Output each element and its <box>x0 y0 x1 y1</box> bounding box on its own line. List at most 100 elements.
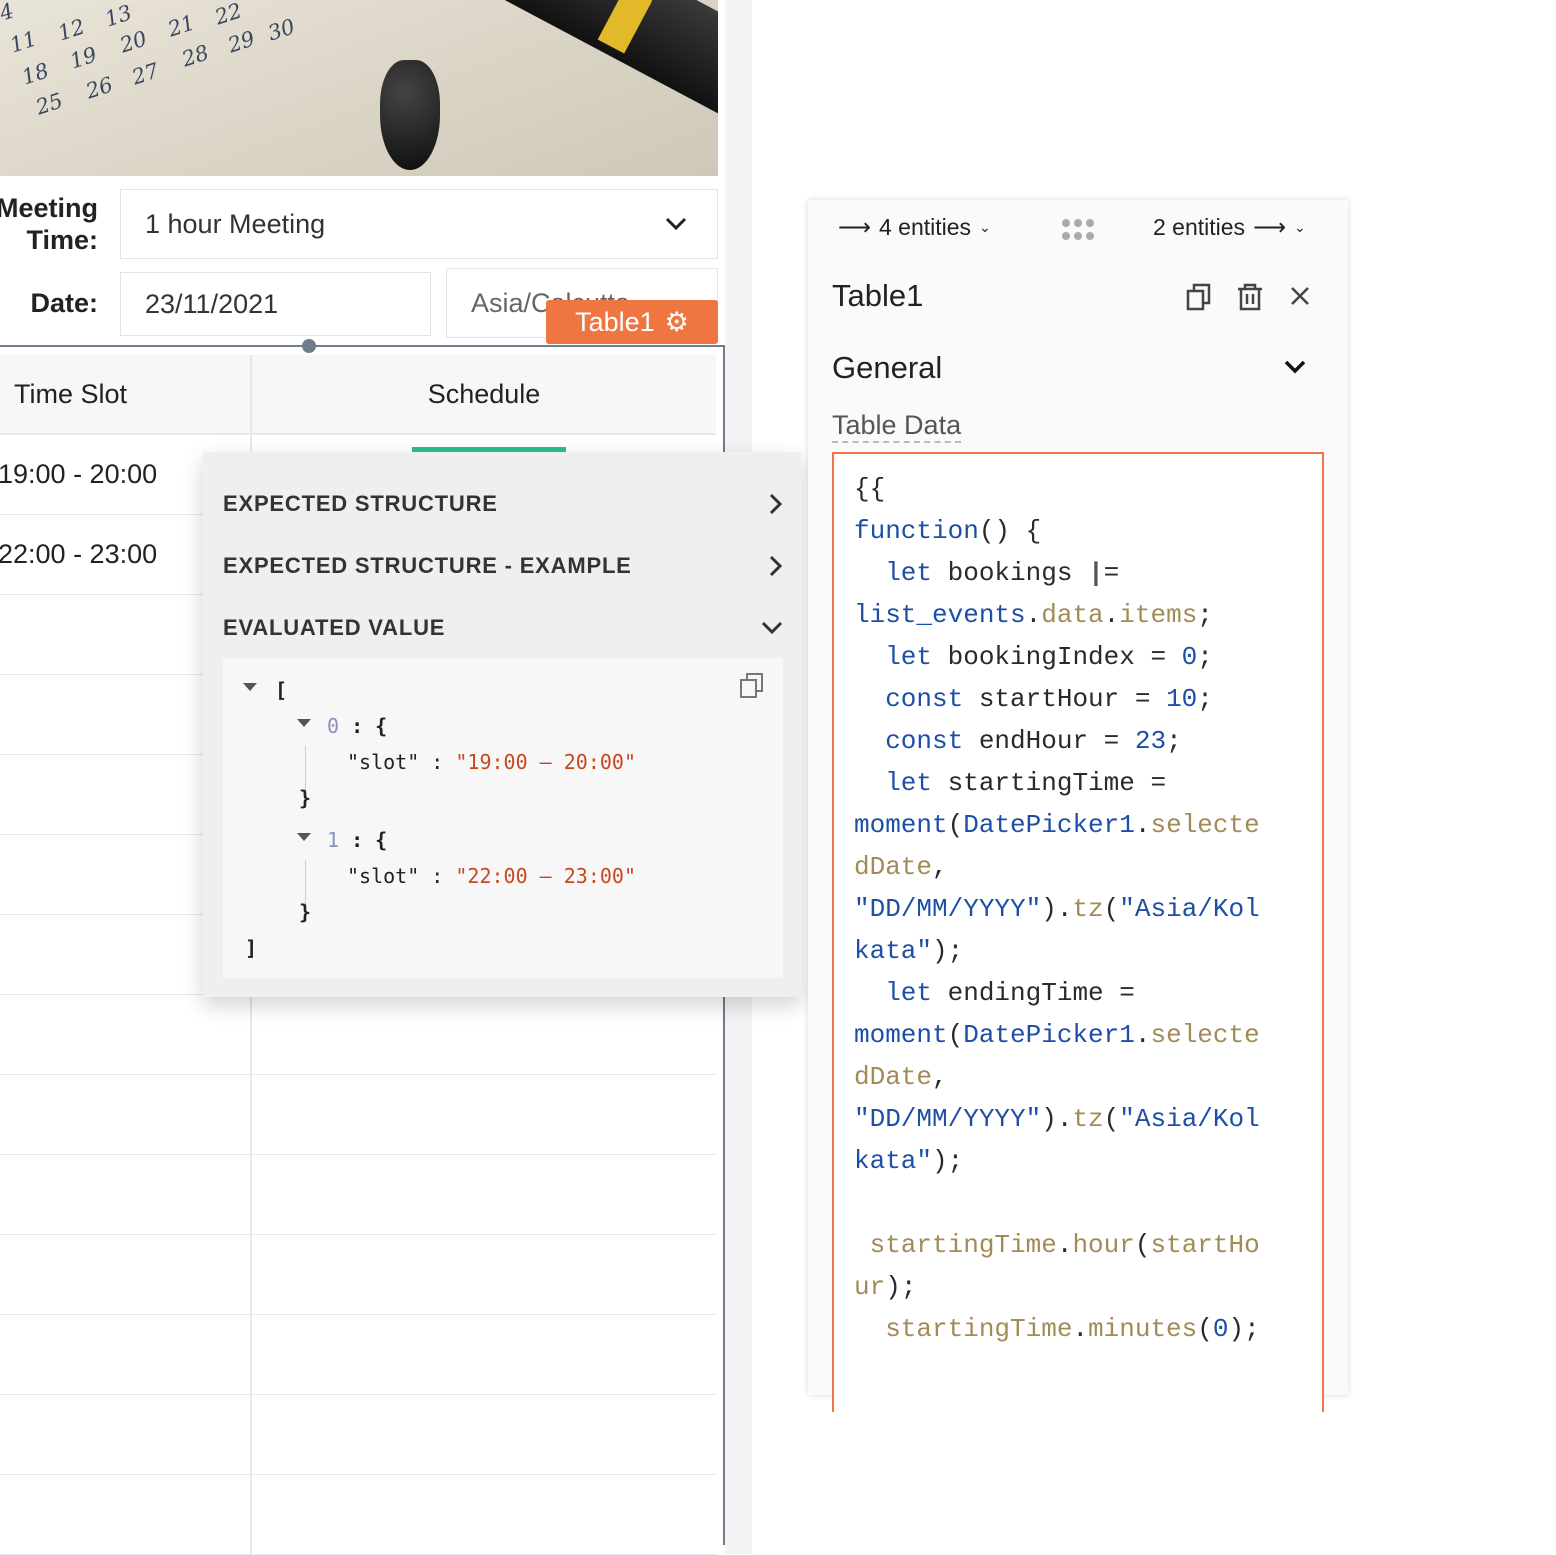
code-token: DatePicker1 <box>963 1020 1135 1050</box>
code-token: . <box>1134 1020 1151 1050</box>
code-token: moment <box>854 810 948 840</box>
table-row[interactable] <box>0 1395 716 1475</box>
outgoing-entities-dropdown[interactable]: 2 entities ⟶ ⌄ <box>1153 214 1306 241</box>
meeting-time-select[interactable]: 1 hour Meeting <box>120 189 718 259</box>
section-general[interactable]: General <box>832 350 943 385</box>
code-token: moment <box>854 1020 948 1050</box>
chevron-down-icon <box>665 217 687 231</box>
resize-handle[interactable] <box>302 339 316 353</box>
property-pane: ⟶ 4 entities ⌄ 2 entities ⟶ ⌄ Table1 General… <box>808 200 1348 1412</box>
table-data-code-editor[interactable]: {{function() { let bookings |= list_event… <box>832 452 1324 1412</box>
date-picker[interactable]: 23/11/2021 <box>120 272 431 336</box>
code-token: 10 <box>1166 684 1198 714</box>
section-expected-structure[interactable]: EXPECTED STRUCTURE <box>223 474 783 534</box>
code-token: startHo <box>1150 1230 1260 1260</box>
column-header-time-slot[interactable]: Time Slot <box>14 378 128 409</box>
calendar-number: 30 <box>264 14 298 46</box>
code-line: const endHour = 23; <box>854 726 1182 756</box>
arrow-right-icon: ⟶ <box>1253 214 1287 240</box>
json-bracket: [ <box>275 678 288 702</box>
code-token: const <box>854 684 979 714</box>
calendar-number: 21 <box>164 10 198 42</box>
code-token: () { <box>978 516 1042 546</box>
copy-icon[interactable] <box>1186 282 1212 312</box>
section-expected-structure-example[interactable]: EXPECTED STRUCTURE - EXAMPLE <box>223 536 783 596</box>
calendar-number: 27 <box>128 58 162 90</box>
close-icon[interactable] <box>1290 286 1310 306</box>
cell-schedule <box>250 1155 716 1234</box>
json-brace: } <box>299 900 312 924</box>
trash-icon[interactable] <box>1236 282 1264 312</box>
select-value: 1 hour Meeting <box>145 208 326 239</box>
code-token: {{ <box>854 474 886 504</box>
table-row[interactable] <box>0 1475 716 1555</box>
section-label: EVALUATED VALUE <box>223 615 446 640</box>
code-token: 23 <box>1134 726 1167 756</box>
copy-icon[interactable] <box>739 672 765 700</box>
code-token: bookings <box>947 558 1089 588</box>
column-header-schedule[interactable]: Schedule <box>250 355 716 433</box>
chevron-down-icon[interactable] <box>1284 360 1306 374</box>
code-token: . <box>1134 810 1151 840</box>
json-key: "slot" <box>347 864 420 888</box>
code-token: let <box>854 558 948 588</box>
code-token: selecte <box>1150 810 1260 840</box>
code-line: "DD/MM/YYYY").tz("Asia/Kol <box>854 1104 1260 1134</box>
code-token: "Asia/Kol <box>1119 894 1260 924</box>
code-token: DatePicker1 <box>963 810 1135 840</box>
table-row[interactable] <box>0 1235 716 1315</box>
table-row[interactable] <box>0 1075 716 1155</box>
code-token: list_events <box>854 600 1026 630</box>
json-key: "slot" <box>347 750 420 774</box>
table-row[interactable] <box>0 995 716 1075</box>
code-token: startingTime = <box>947 768 1167 798</box>
code-token: = <box>1103 558 1120 588</box>
table-row[interactable] <box>0 1155 716 1235</box>
json-brace: } <box>299 786 312 810</box>
calendar-number: 11 <box>6 26 40 58</box>
code-token: ; <box>1197 642 1213 672</box>
header-image: 4 11 12 13 21 22 18 19 20 28 29 30 25 26 27 <box>0 0 718 176</box>
incoming-entities-dropdown[interactable]: ⟶ 4 entities ⌄ <box>838 214 991 241</box>
code-line: let endingTime = <box>854 978 1135 1008</box>
code-token: startHour = <box>978 684 1167 714</box>
code-line: let startingTime = <box>854 768 1166 798</box>
code-token: endingTime = <box>947 978 1135 1008</box>
code-line: startingTime.minutes(0); <box>854 1314 1260 1344</box>
drag-handle-icon[interactable] <box>1060 218 1096 242</box>
table-header: Time Slot Schedule <box>0 355 716 435</box>
collapse-toggle[interactable] <box>297 833 311 841</box>
json-brace: : { <box>351 714 388 738</box>
code-token: ); <box>932 1146 964 1176</box>
calendar-number: 25 <box>32 88 66 120</box>
cell-schedule <box>250 1395 716 1474</box>
gear-icon: ⚙ <box>664 306 689 337</box>
code-token: ). <box>1041 1104 1073 1134</box>
code-token: ( <box>1103 1104 1120 1134</box>
code-token: let <box>854 768 948 798</box>
code-token: ). <box>1041 894 1073 924</box>
table-widget[interactable]: Time Slot Schedule 19:00 - 20:00 22:00 - … <box>0 339 725 1555</box>
code-token: const <box>854 726 979 756</box>
code-line: list_events.data.items; <box>854 600 1213 630</box>
section-evaluated-value[interactable]: EVALUATED VALUE <box>223 598 783 658</box>
code-token: ); <box>932 936 964 966</box>
chevron-right-icon <box>769 493 783 515</box>
json-sep: : <box>431 750 444 774</box>
code-token: minutes <box>1088 1314 1198 1344</box>
code-token: ( <box>1103 894 1120 924</box>
code-token: startingTime <box>854 1314 1073 1344</box>
widget-name-tag[interactable]: Table1 ⚙ <box>546 300 718 344</box>
code-token: tz <box>1072 894 1104 924</box>
code-line: let bookingIndex = 0; <box>854 642 1213 672</box>
code-line: let bookings |= <box>854 558 1119 588</box>
chevron-down-icon: ⌄ <box>979 219 991 235</box>
code-token: ( <box>947 1020 964 1050</box>
code-token: ; <box>1166 726 1182 756</box>
code-token: . <box>1072 1314 1089 1344</box>
table-row[interactable] <box>0 1315 716 1395</box>
loading-indicator <box>412 447 566 453</box>
collapse-toggle[interactable] <box>243 683 257 691</box>
collapse-toggle[interactable] <box>297 719 311 727</box>
widget-title[interactable]: Table1 <box>832 278 924 313</box>
